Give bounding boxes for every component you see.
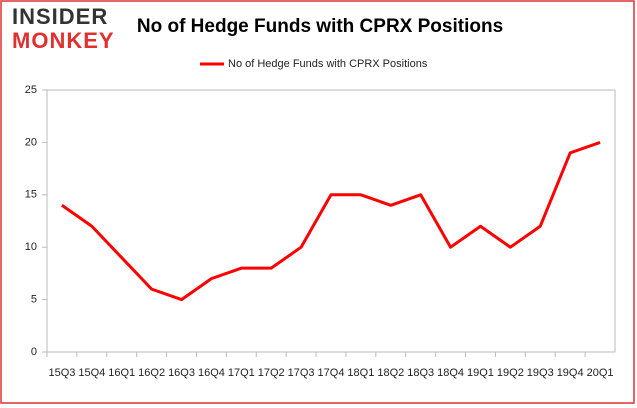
x-tick-label: 17Q4 xyxy=(318,367,345,379)
x-tick-label: 18Q2 xyxy=(377,367,404,379)
x-tick-label: 19Q1 xyxy=(467,367,494,379)
x-tick-label: 18Q4 xyxy=(437,367,464,379)
y-tick-label: 10 xyxy=(25,241,37,253)
y-tick-label: 20 xyxy=(25,136,37,148)
x-tick-label: 18Q1 xyxy=(347,367,374,379)
line-series xyxy=(61,140,601,302)
logo-bottom: MONKEY xyxy=(12,28,115,53)
plot-frame xyxy=(46,89,616,353)
x-tick-label: 19Q4 xyxy=(557,367,584,379)
x-tick-label: 20Q1 xyxy=(587,367,614,379)
x-tick-label: 16Q2 xyxy=(138,367,165,379)
legend-label: No of Hedge Funds with CPRX Positions xyxy=(228,58,428,70)
x-tick-label: 17Q1 xyxy=(228,367,255,379)
chart-title: No of Hedge Funds with CPRX Positions xyxy=(137,16,503,37)
y-tick-label: 5 xyxy=(31,294,37,306)
x-tick-label: 18Q3 xyxy=(407,367,434,379)
x-tick-label: 16Q4 xyxy=(198,367,225,379)
x-tick-label: 17Q3 xyxy=(288,367,315,379)
y-tick-label: 15 xyxy=(25,189,37,201)
x-tick-label: 16Q1 xyxy=(108,367,135,379)
y-tick-label: 0 xyxy=(31,346,37,358)
x-tick-label: 19Q2 xyxy=(497,367,524,379)
x-tick-label: 16Q3 xyxy=(168,367,195,379)
y-tick-label: 25 xyxy=(25,84,37,96)
x-tick-label: 15Q3 xyxy=(48,367,75,379)
x-tick-label: 19Q3 xyxy=(527,367,554,379)
logo-top: INSIDER xyxy=(12,4,108,29)
x-tick-label: 17Q2 xyxy=(258,367,285,379)
x-tick-label: 15Q4 xyxy=(78,367,105,379)
